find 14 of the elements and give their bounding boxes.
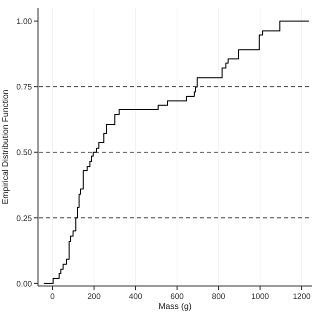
- x-tick-label: 800: [212, 292, 226, 301]
- x-tick-label: 0: [50, 292, 56, 301]
- y-axis-title: Empirical Distribution Function: [0, 89, 10, 204]
- y-tick-label: 0.00: [16, 279, 33, 288]
- x-tick-label: 1200: [292, 292, 312, 301]
- y-tick-label: 0.75: [16, 82, 33, 92]
- x-tick-label: 1000: [251, 292, 270, 301]
- x-tick-label: 400: [128, 292, 143, 301]
- y-tick-label: 0.50: [16, 148, 33, 158]
- x-tick-label: 600: [170, 292, 184, 301]
- y-tick-label: 0.25: [16, 214, 33, 223]
- y-tick-label: 1.00: [16, 17, 33, 26]
- x-axis-title: Mass (g): [158, 301, 192, 311]
- x-tick-label: 200: [87, 292, 102, 301]
